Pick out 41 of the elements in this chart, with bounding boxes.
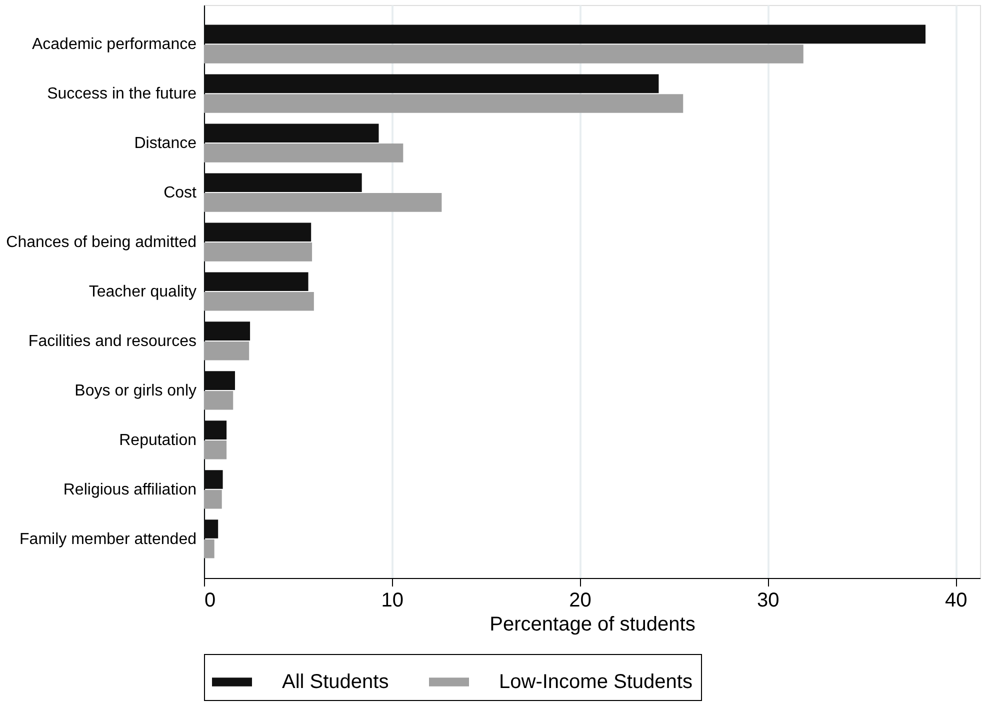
bar — [204, 539, 214, 558]
legend-label: All Students — [282, 671, 389, 693]
x-tick-label: 40 — [944, 590, 968, 612]
x-tick-label: 10 — [381, 590, 404, 612]
legend-label: Low-Income Students — [499, 671, 692, 693]
y-tick-label: Teacher quality — [88, 284, 196, 300]
bar — [204, 390, 234, 410]
y-tick-label: Academic performance — [32, 36, 197, 54]
bar — [204, 124, 379, 143]
y-tick-label: Success in the future — [47, 86, 197, 103]
bar — [204, 520, 218, 538]
y-tick-label: Religious affiliation — [63, 481, 196, 498]
bar — [204, 193, 442, 212]
bar — [204, 440, 227, 460]
y-tick-label: Reputation — [119, 432, 196, 449]
bar — [204, 24, 926, 44]
y-tick-label: Facilities and resources — [28, 332, 196, 350]
bar — [204, 420, 227, 440]
x-tick-label: 0 — [204, 590, 216, 612]
bar — [204, 242, 312, 262]
bar — [204, 173, 362, 192]
x-tick-label: 30 — [757, 590, 780, 612]
y-tick-label: Boys or girls only — [74, 382, 196, 400]
bar — [204, 94, 684, 113]
bar — [204, 292, 314, 311]
bar — [204, 341, 250, 360]
y-tick-label: Chances of being admitted — [6, 234, 196, 252]
x-axis-title: Percentage of students — [490, 614, 696, 636]
x-tick-label: 20 — [569, 590, 592, 612]
bar — [204, 144, 404, 162]
y-tick-label: Family member attended — [20, 530, 196, 548]
bar — [204, 74, 659, 94]
bar — [204, 44, 804, 64]
bar — [204, 222, 312, 242]
bar — [204, 470, 223, 489]
bar — [204, 490, 222, 509]
bar — [204, 322, 250, 340]
y-tick-label: Cost — [164, 184, 198, 202]
bar — [204, 272, 308, 292]
bar — [204, 371, 235, 390]
y-tick-label: Distance — [134, 135, 197, 152]
